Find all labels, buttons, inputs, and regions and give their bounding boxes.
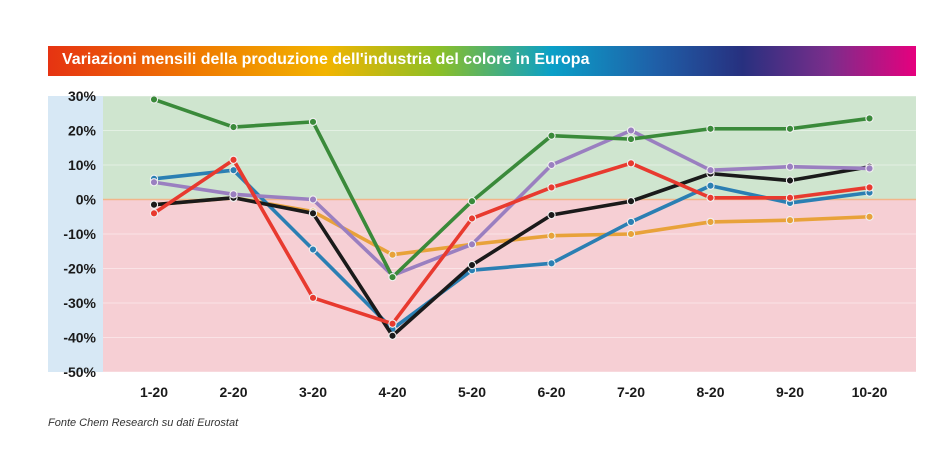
- data-point: [308, 209, 318, 218]
- chart-title-bar: Variazioni mensili della produzione dell…: [48, 46, 916, 76]
- data-point: [388, 250, 397, 259]
- y-tick-label: 20%: [68, 123, 97, 139]
- data-point: [706, 181, 715, 190]
- y-tick-label: -10%: [63, 226, 96, 242]
- data-point: [229, 190, 238, 199]
- data-point: [626, 126, 636, 135]
- y-tick-label: 10%: [68, 157, 97, 173]
- data-point: [149, 200, 159, 209]
- data-point: [547, 183, 556, 192]
- x-tick-label: 2-20: [219, 384, 247, 400]
- y-tick-label: -50%: [63, 364, 96, 380]
- data-point: [308, 245, 318, 254]
- y-tick-label: 0%: [76, 192, 97, 208]
- data-point: [149, 209, 159, 218]
- data-point: [706, 193, 715, 202]
- y-tick-label: -40%: [63, 330, 96, 346]
- data-point: [706, 124, 715, 133]
- data-point: [547, 231, 556, 240]
- series-line: [152, 168, 872, 331]
- data-point: [229, 166, 238, 175]
- data-point: [388, 319, 397, 328]
- negative-band: [103, 199, 916, 372]
- data-point: [785, 193, 795, 202]
- data-point: [626, 134, 636, 144]
- data-point: [865, 114, 874, 123]
- data-point: [388, 331, 397, 340]
- data-point: [785, 162, 795, 171]
- data-point: [706, 217, 715, 227]
- x-tick-label: 3-20: [299, 384, 327, 400]
- y-tick-label: -30%: [63, 295, 96, 311]
- data-point: [785, 176, 795, 185]
- data-point: [547, 259, 556, 268]
- series-lines: [149, 95, 874, 340]
- data-point: [785, 216, 795, 225]
- data-point: [547, 210, 556, 220]
- data-point: [388, 272, 397, 282]
- y-axis-band: [48, 96, 103, 372]
- data-point: [467, 197, 477, 206]
- x-axis-ticks: 1-20 2-20 3-20 4-20 5-20 6-20 7-20 8-20 9-20 10-2…: [140, 384, 888, 400]
- data-point: [308, 195, 318, 204]
- data-point: [308, 293, 318, 302]
- data-point: [865, 183, 874, 192]
- data-point: [865, 164, 874, 173]
- x-tick-label: 9-20: [776, 384, 804, 400]
- data-point: [547, 160, 556, 170]
- x-tick-label: 6-20: [537, 384, 565, 400]
- plot-background: [48, 96, 916, 372]
- data-point: [467, 240, 477, 249]
- data-point: [626, 159, 636, 168]
- x-tick-label: 4-20: [378, 384, 406, 400]
- data-point: [626, 217, 636, 227]
- data-point: [229, 155, 238, 164]
- chart-title: Variazioni mensili della produzione dell…: [62, 51, 590, 68]
- y-tick-label: -20%: [63, 261, 96, 277]
- data-point: [467, 260, 477, 270]
- data-point: [308, 117, 318, 127]
- series-line: [152, 97, 872, 279]
- data-point: [626, 229, 636, 239]
- series-line: [152, 158, 872, 326]
- positive-band: [103, 96, 916, 200]
- x-tick-label: 5-20: [458, 384, 486, 400]
- source-note: Fonte Chem Research su dati Eurostat: [48, 417, 239, 429]
- data-point: [785, 124, 795, 133]
- data-point: [467, 214, 477, 223]
- data-point: [229, 122, 238, 132]
- x-tick-label: 10-20: [852, 384, 888, 400]
- x-tick-label: 8-20: [696, 384, 724, 400]
- y-tick-label: 30%: [68, 88, 97, 104]
- x-tick-label: 7-20: [617, 384, 645, 400]
- data-point: [706, 166, 715, 175]
- data-point: [547, 131, 556, 140]
- x-tick-label: 1-20: [140, 384, 168, 400]
- series-line: [152, 164, 872, 338]
- data-point: [865, 212, 874, 221]
- data-point: [626, 197, 636, 206]
- data-point: [149, 95, 159, 104]
- y-axis-ticks: 30% 20% 10% 0% -10% -20% -30% -40% -50%: [63, 88, 96, 380]
- data-point: [149, 178, 159, 187]
